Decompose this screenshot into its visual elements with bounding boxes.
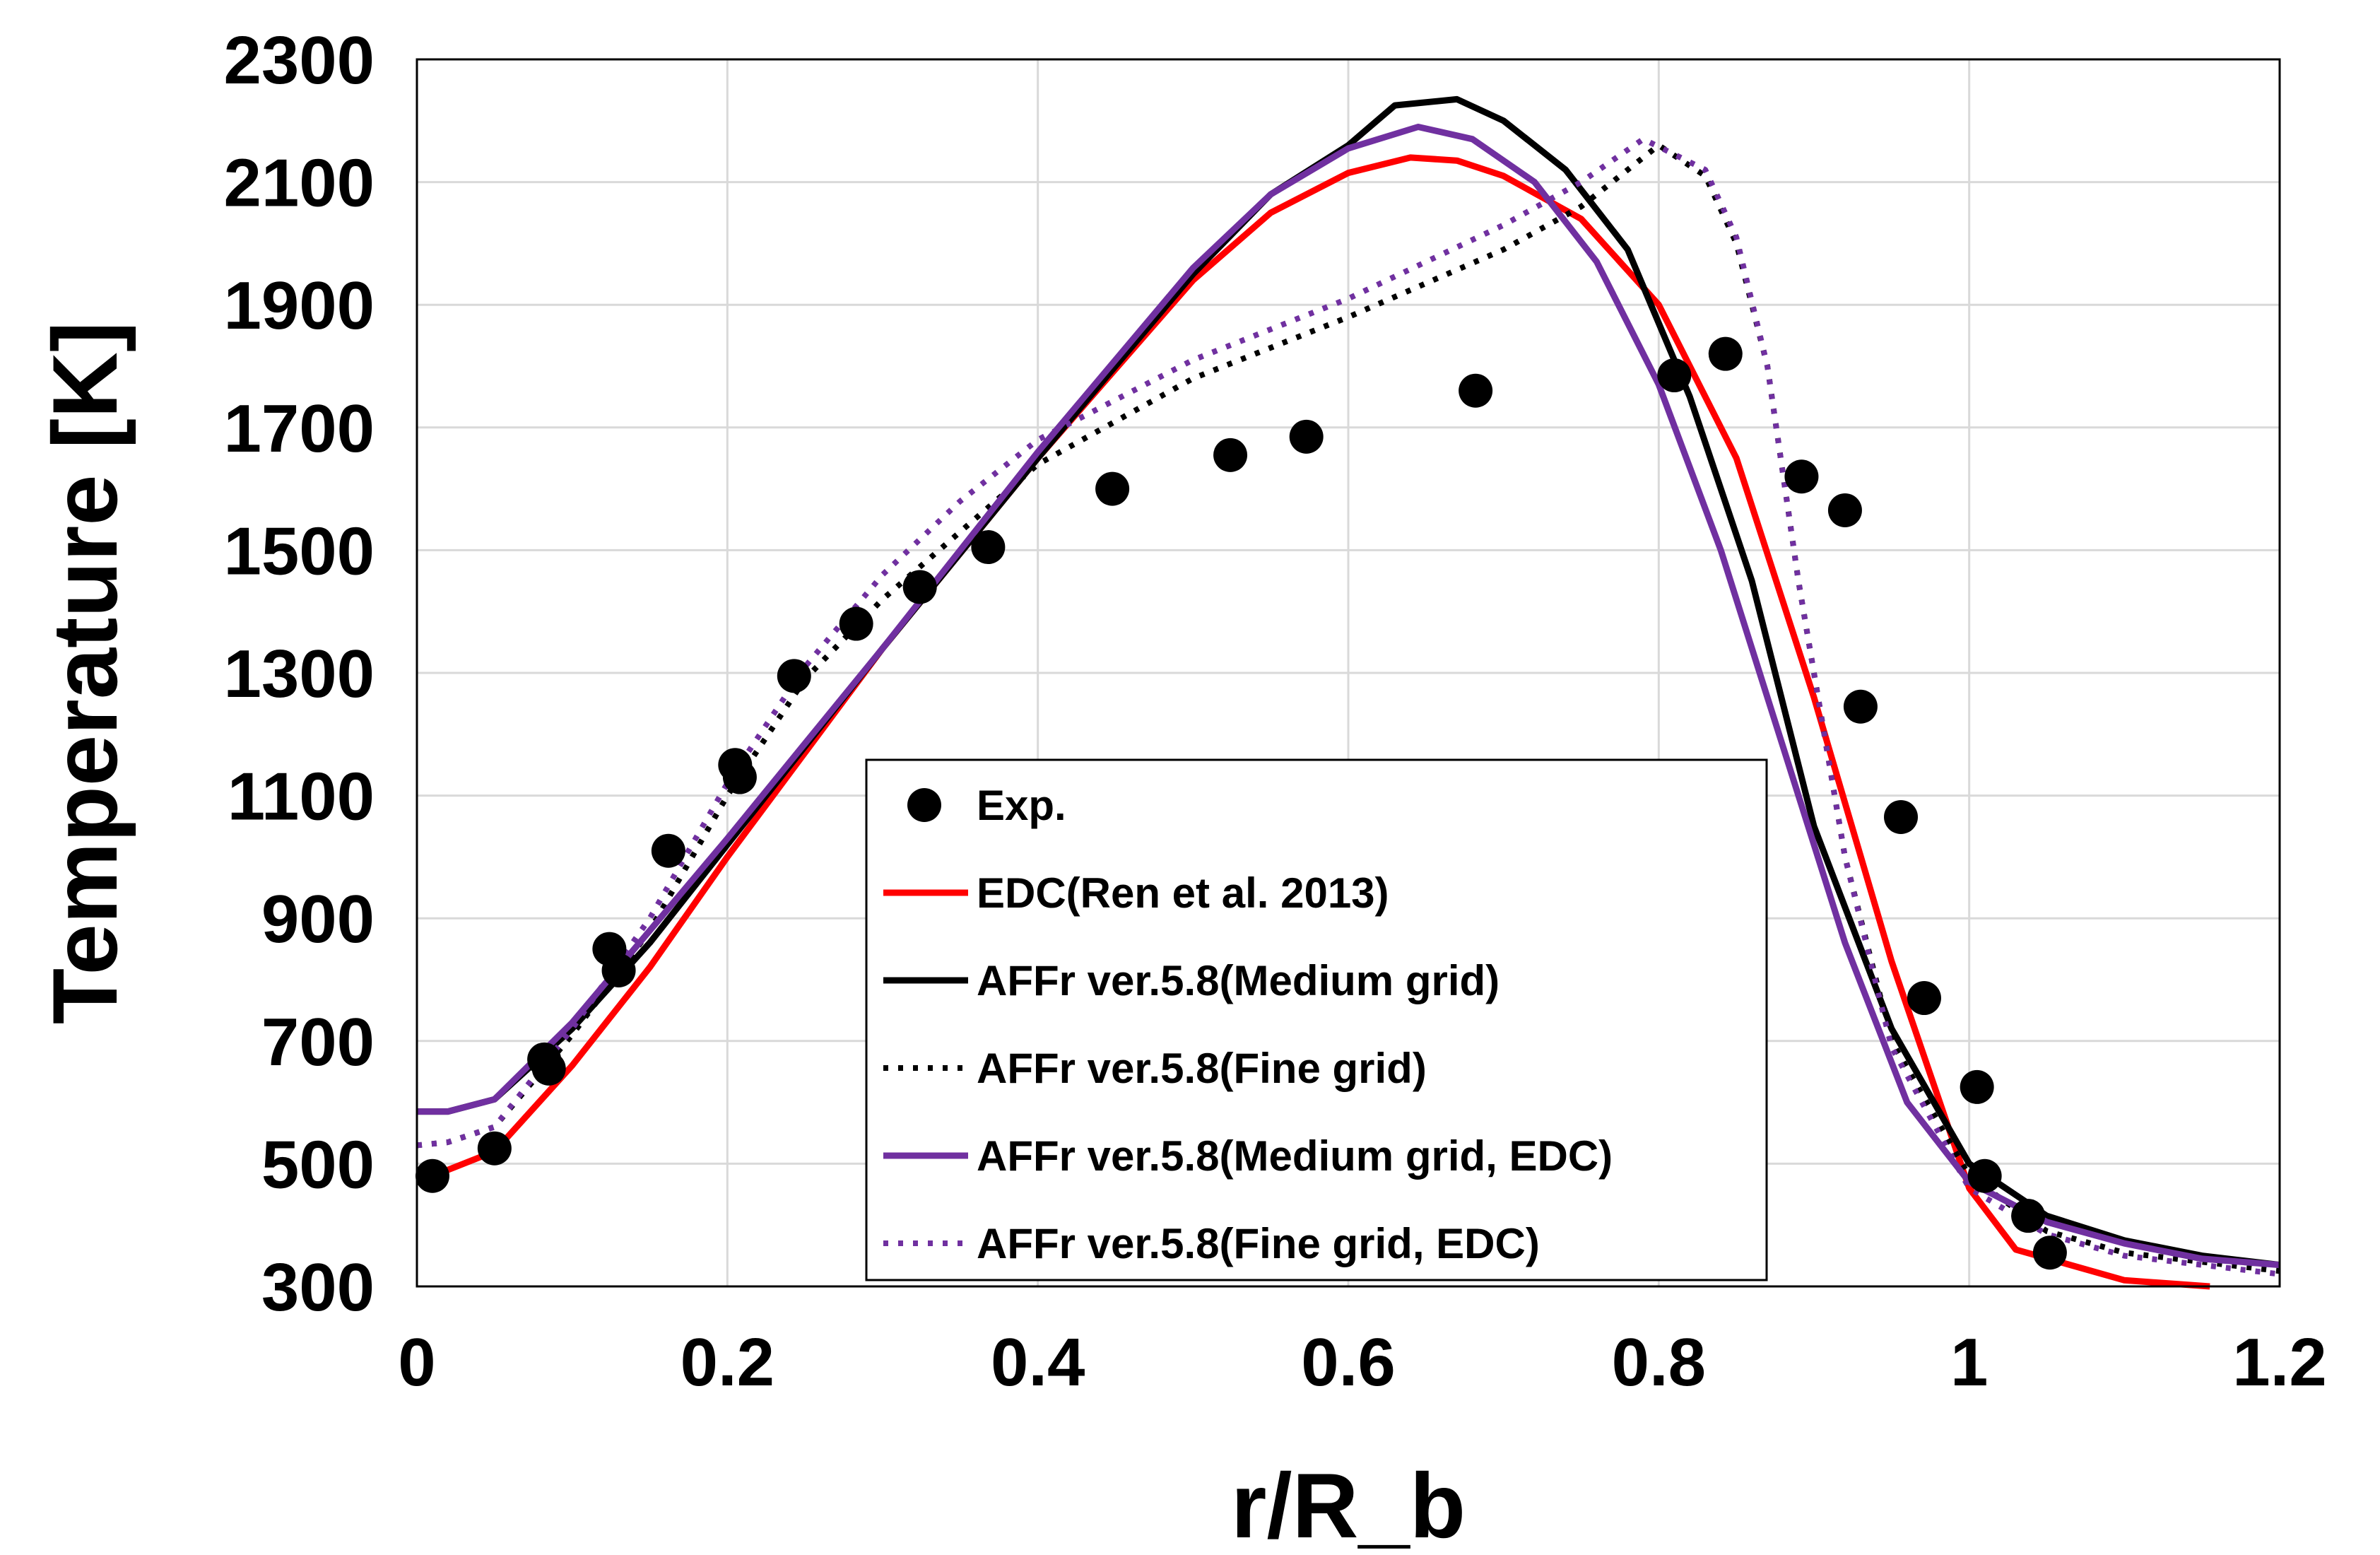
- y-tick-label: 1900: [223, 268, 375, 344]
- y-tick-label: 700: [261, 1004, 375, 1080]
- exp-data-point: [971, 530, 1006, 565]
- x-tick-label: 0.8: [1612, 1325, 1706, 1400]
- legend-label: AFFr ver.5.8(Fine grid, EDC): [977, 1220, 1540, 1267]
- y-tick-label: 1700: [223, 391, 375, 466]
- legend-item-edc-ren-et-al-2013: EDC(Ren et al. 2013): [883, 869, 1389, 917]
- x-tick-label: 0.6: [1301, 1325, 1395, 1400]
- x-tick-label: 1: [1950, 1325, 1988, 1400]
- y-tick-label: 1300: [223, 636, 375, 712]
- legend-item-affr-ver-5-8-medium-grid-edc: AFFr ver.5.8(Medium grid, EDC): [883, 1132, 1613, 1180]
- legend-marker: [907, 788, 941, 822]
- legend-label: AFFr ver.5.8(Medium grid): [977, 957, 1500, 1004]
- exp-data-point: [1960, 1069, 1994, 1104]
- exp-data-point: [902, 570, 937, 604]
- legend: Exp. EDC(Ren et al. 2013) AFFr ver.5.8(Med…: [865, 758, 1768, 1281]
- series-group: [415, 95, 2280, 1290]
- x-tick-labels: 0 0.2 0.4 0.6 0.8 1 1.2: [398, 1325, 2326, 1400]
- exp-data-point: [2032, 1236, 2067, 1270]
- legend-label: Exp.: [977, 782, 1066, 829]
- legend-item-affr-ver-5-8-medium-grid: AFFr ver.5.8(Medium grid): [883, 957, 1500, 1004]
- legend-label: AFFr ver.5.8(Fine grid): [977, 1045, 1427, 1092]
- series-line-edc-ren-et-al-2013: [431, 154, 2210, 1290]
- y-tick-label: 2100: [223, 146, 375, 221]
- exp-data-point: [477, 1131, 512, 1166]
- legend-item-exp: Exp.: [907, 782, 1066, 829]
- exp-data-point: [601, 953, 636, 987]
- exp-data-point: [777, 659, 811, 693]
- exp-data-point: [722, 760, 757, 794]
- legend-label: AFFr ver.5.8(Medium grid, EDC): [977, 1132, 1613, 1180]
- legend-item-affr-ver-5-8-fine-grid: AFFr ver.5.8(Fine grid): [883, 1045, 1427, 1092]
- exp-data-point: [1827, 493, 1862, 527]
- exp-data-point: [1657, 358, 1692, 393]
- y-tick-label: 300: [261, 1250, 375, 1325]
- y-tick-labels: 300 500 700 900 1100 1300 1500 1700 1900 2100 2300: [223, 23, 375, 1325]
- exp-data-point: [1289, 419, 1324, 454]
- x-axis-title: r/R_b: [1231, 1454, 1466, 1555]
- exp-data-point: [1907, 981, 1941, 1016]
- exp-data-point: [1459, 373, 1493, 408]
- x-tick-label: 0: [398, 1325, 435, 1400]
- series-line-affr-ver-5-8-medium-grid: [417, 95, 2280, 1269]
- exp-data-point: [651, 833, 685, 868]
- exp-data-point: [531, 1051, 566, 1086]
- exp-data-point: [1843, 689, 1878, 724]
- x-tick-label: 1.2: [2232, 1325, 2326, 1400]
- exp-data-point: [1095, 471, 1130, 506]
- legend-box: [865, 758, 1768, 1281]
- y-tick-label: 1100: [228, 759, 375, 835]
- x-tick-label: 0.4: [991, 1325, 1085, 1400]
- legend-label: EDC(Ren et al. 2013): [977, 869, 1389, 917]
- plot-area-frame: [416, 58, 2281, 1288]
- exp-data-point: [1708, 336, 1743, 371]
- y-tick-label: 1500: [223, 513, 375, 589]
- exp-data-point: [1784, 459, 1819, 494]
- exp-data-point: [1884, 799, 1919, 834]
- exp-data-point: [839, 606, 873, 641]
- y-axis-title: Temperature [K]: [33, 322, 136, 1024]
- y-tick-label: 900: [261, 881, 375, 957]
- y-tick-label: 500: [261, 1127, 375, 1202]
- y-tick-label: 2300: [223, 23, 375, 98]
- exp-data-point: [415, 1158, 449, 1193]
- x-tick-label: 0.2: [681, 1325, 774, 1400]
- exp-data-point: [1967, 1158, 2002, 1193]
- legend-item-affr-ver-5-8-fine-grid-edc: AFFr ver.5.8(Fine grid, EDC): [883, 1220, 1540, 1267]
- exp-data-point: [2011, 1199, 2046, 1233]
- exp-data-point: [1213, 438, 1248, 472]
